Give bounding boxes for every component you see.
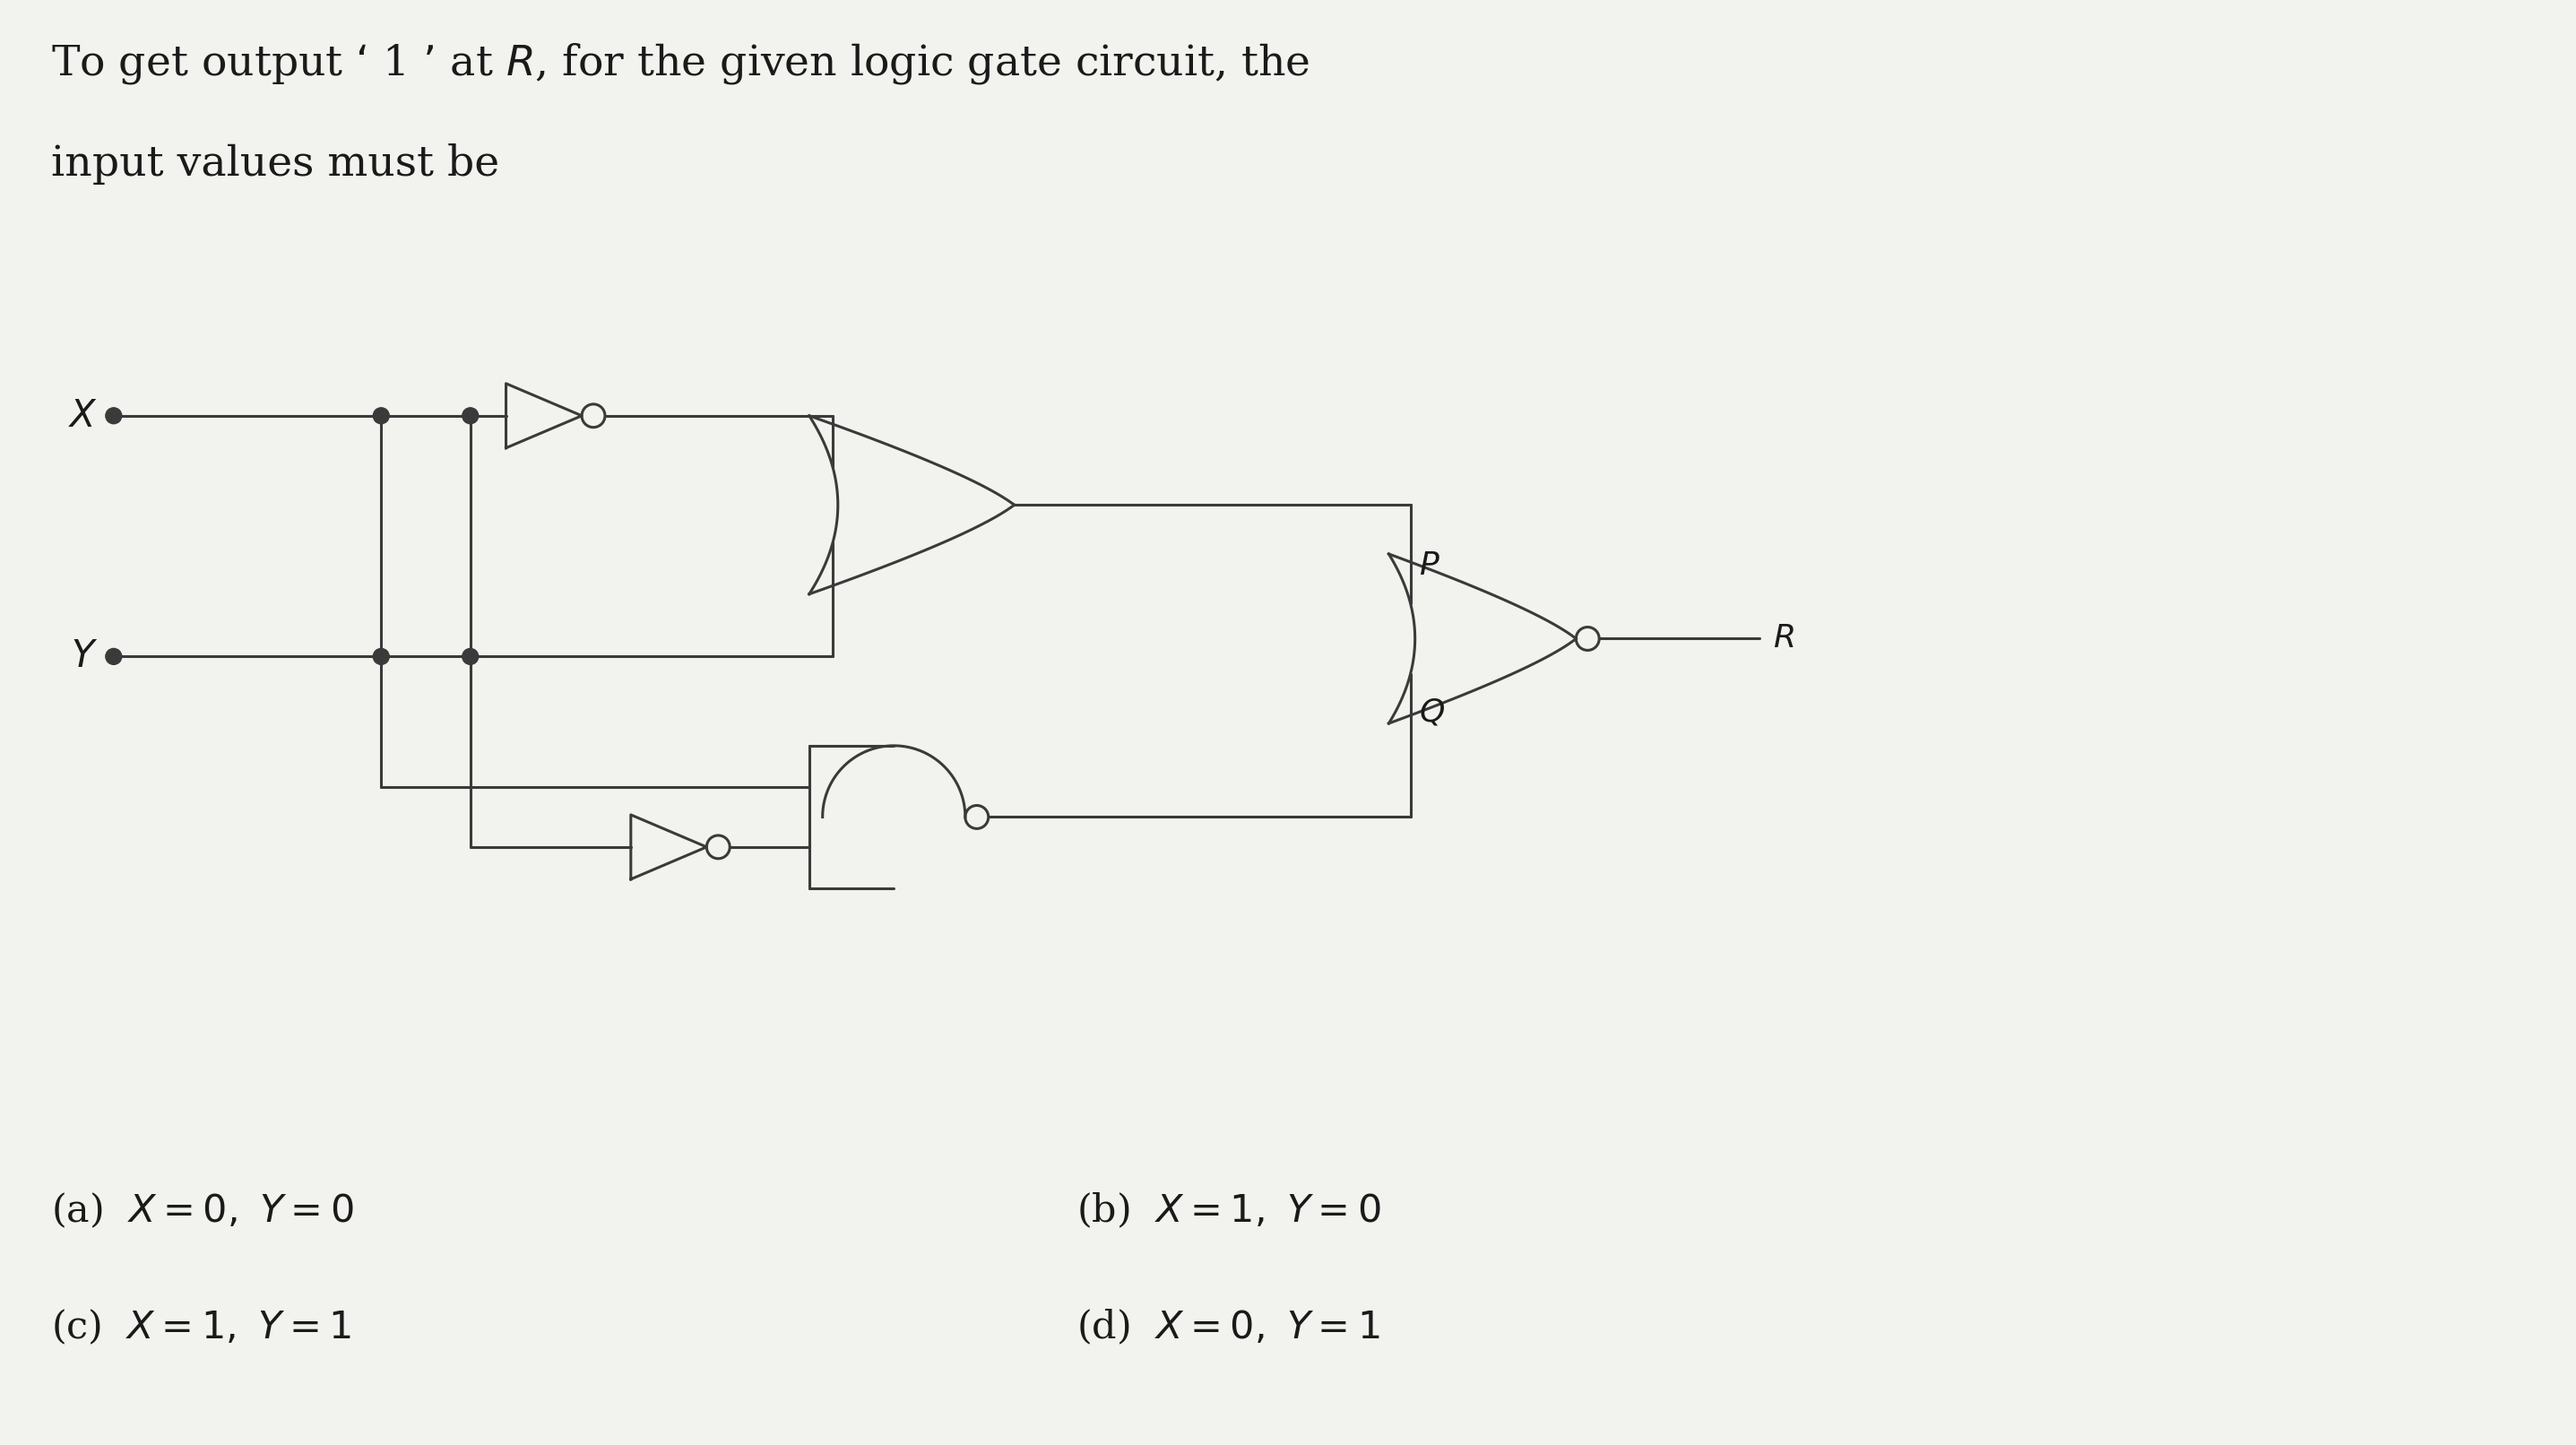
Text: $X$: $X$ [67, 397, 98, 435]
Circle shape [374, 407, 389, 423]
Text: $Y$: $Y$ [70, 637, 98, 675]
Circle shape [461, 407, 479, 423]
Text: To get output ‘ 1 ’ at $R$, for the given logic gate circuit, the: To get output ‘ 1 ’ at $R$, for the give… [52, 42, 1309, 87]
Text: (c)  $X = 1,\ Y = 1$: (c) $X = 1,\ Y = 1$ [52, 1308, 350, 1347]
Text: input values must be: input values must be [52, 143, 500, 185]
Text: (b)  $X = 1,\ Y = 0$: (b) $X = 1,\ Y = 0$ [1077, 1192, 1381, 1231]
Text: $Q$: $Q$ [1419, 696, 1445, 727]
Circle shape [461, 649, 479, 665]
Circle shape [106, 407, 121, 423]
Circle shape [106, 649, 121, 665]
Text: $P$: $P$ [1419, 551, 1440, 581]
Text: (a)  $X = 0,\ Y = 0$: (a) $X = 0,\ Y = 0$ [52, 1192, 353, 1231]
Text: (d)  $X = 0,\ Y = 1$: (d) $X = 0,\ Y = 1$ [1077, 1308, 1381, 1347]
Text: $R$: $R$ [1772, 623, 1795, 655]
Circle shape [374, 649, 389, 665]
